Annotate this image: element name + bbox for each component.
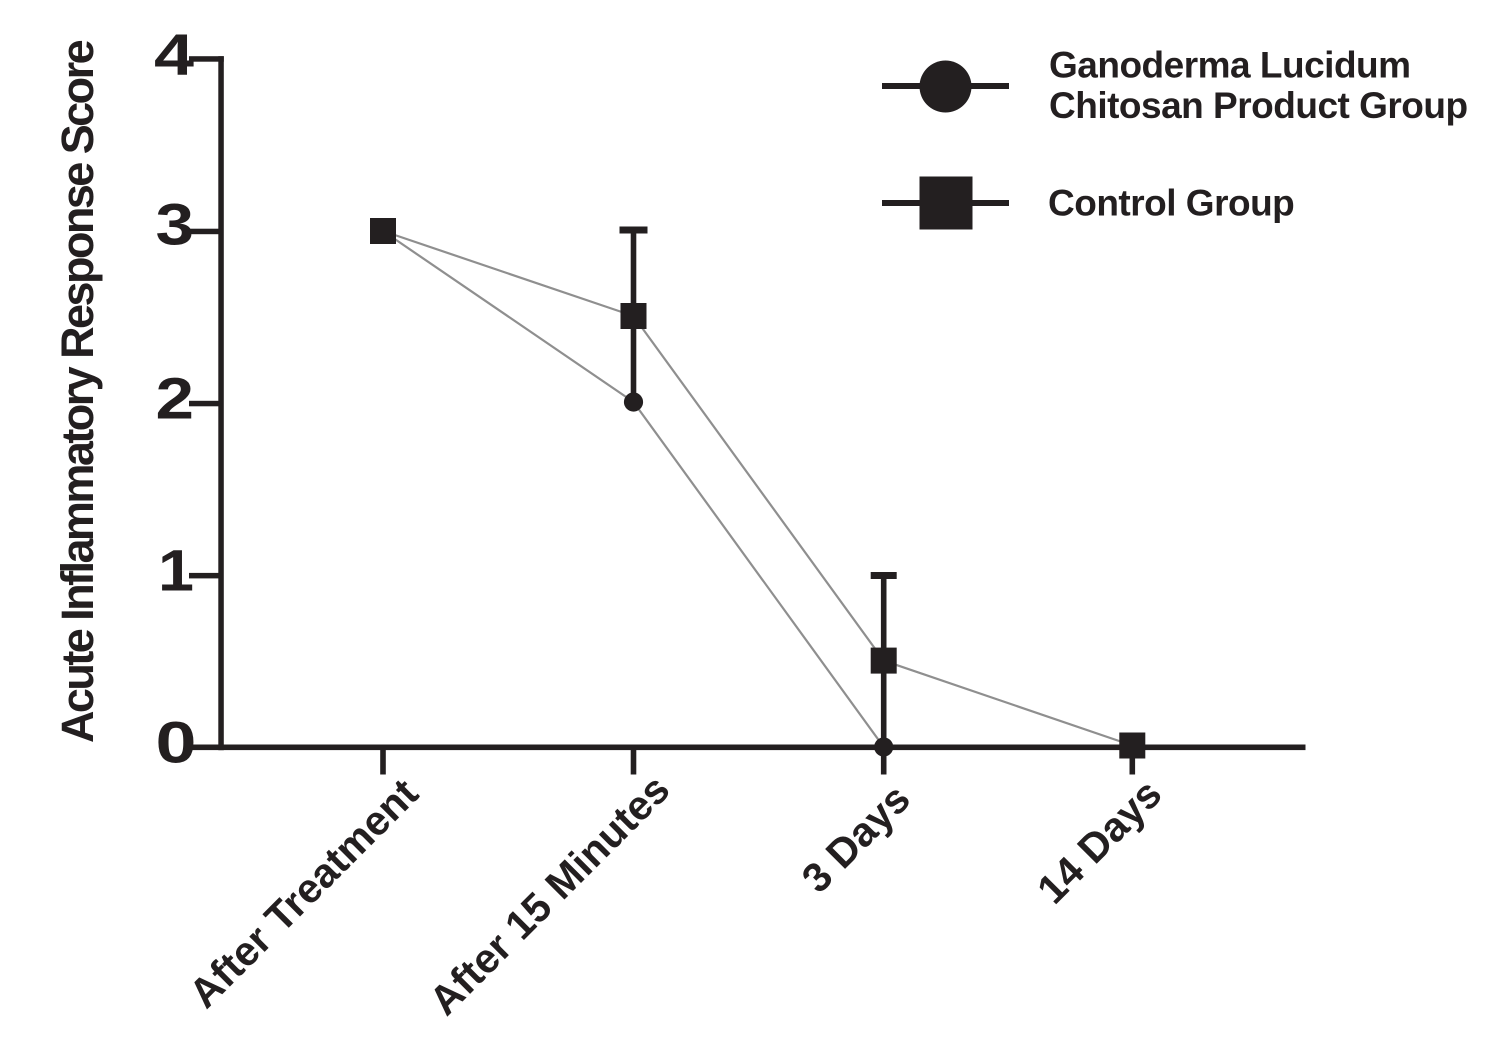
svg-text:2: 2 bbox=[156, 367, 195, 432]
svg-text:Acute Inflammatory Response Sc: Acute Inflammatory Response Score bbox=[52, 40, 103, 743]
svg-text:Chitosan Product Group: Chitosan Product Group bbox=[1049, 85, 1468, 126]
svg-text:1: 1 bbox=[158, 539, 194, 604]
svg-text:Control Group: Control Group bbox=[1048, 183, 1294, 224]
svg-text:0: 0 bbox=[156, 711, 197, 776]
svg-text:4: 4 bbox=[154, 23, 194, 88]
svg-text:Ganoderma Lucidum: Ganoderma Lucidum bbox=[1049, 45, 1411, 86]
svg-text:3: 3 bbox=[156, 193, 195, 258]
